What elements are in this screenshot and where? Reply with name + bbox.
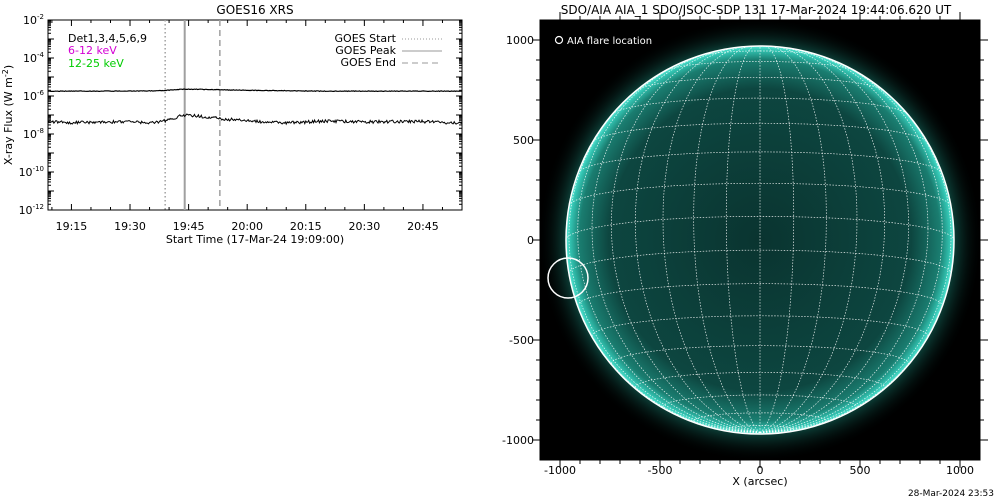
goes-y-tick-label: 10-10 bbox=[19, 165, 44, 179]
goes-y-tick-label: 10-6 bbox=[23, 89, 45, 103]
goes-x-tick-label: 20:00 bbox=[231, 220, 263, 233]
goes-y-axis-label: X-ray Flux (W m-2) bbox=[1, 65, 15, 165]
aia-grid-longitude-line bbox=[725, 45, 761, 433]
aia-grid-latitude-line bbox=[611, 97, 909, 115]
goes-series-line-1 bbox=[48, 88, 462, 93]
aia-grid-longitude-line bbox=[759, 46, 886, 433]
aia-limb-outline bbox=[565, 45, 955, 435]
goes-y-tick-exp: -6 bbox=[37, 89, 45, 97]
goes-y-tick-base: 10 bbox=[23, 128, 37, 141]
goes-x-tick-label: 19:15 bbox=[56, 220, 88, 233]
aia-grid-longitude-line bbox=[759, 45, 795, 433]
goes-y-tick-exp: -8 bbox=[37, 127, 44, 135]
legend-12-25kev: 12-25 keV bbox=[68, 57, 124, 70]
aia-x-tick-label: 1000 bbox=[946, 464, 974, 477]
aia-y-tick-label: 1000 bbox=[506, 34, 534, 47]
aia-grid-latitude-line bbox=[577, 151, 943, 173]
goes-y-tick-base: 10 bbox=[19, 204, 33, 217]
aia-grid-longitude-line bbox=[591, 49, 761, 433]
goes-y-tick-exp: -10 bbox=[33, 165, 44, 173]
goes-event-markers bbox=[164, 20, 221, 210]
aia-flare-location-circle bbox=[547, 257, 589, 299]
aia-x-tick-label: 500 bbox=[850, 464, 871, 477]
aia-flare-legend-text: AIA flare location bbox=[567, 36, 652, 47]
goes-y-tick-base: 10 bbox=[19, 166, 33, 179]
goes-y-tick-base: 10 bbox=[23, 52, 37, 65]
goes-x-tick-label: 19:45 bbox=[173, 220, 205, 233]
aia-y-tick-label: 0 bbox=[527, 234, 534, 247]
legend-detectors: Det1,3,4,5,6,9 bbox=[68, 32, 147, 45]
goes-y-tick-label: 10-4 bbox=[23, 51, 45, 65]
legend-goes-end: GOES End bbox=[340, 56, 396, 69]
goes-series-line-2 bbox=[48, 113, 462, 126]
goes-legend-left: Det1,3,4,5,6,9 6-12 keV 12-25 keV bbox=[68, 32, 147, 70]
goes-series-group bbox=[48, 88, 462, 126]
legend-goes-start: GOES Start bbox=[335, 32, 397, 45]
goes-x-axis-label: Start Time (17-Mar-24 19:09:00) bbox=[166, 233, 344, 246]
aia-x-tick-label: 0 bbox=[757, 464, 764, 477]
aia-heliographic-grid bbox=[565, 45, 955, 433]
aia-grid-longitude-line bbox=[577, 55, 761, 433]
aia-grid-latitude-line bbox=[693, 412, 827, 422]
goes-y-tick-base: 10 bbox=[23, 90, 37, 103]
goes-legend-right: GOES Start GOES Peak GOES End bbox=[335, 32, 442, 69]
aia-grid-longitude-line bbox=[759, 55, 943, 433]
goes-y-tick-label: 10-2 bbox=[23, 13, 44, 27]
goes-y-label-close: ) bbox=[2, 65, 15, 69]
aia-x-axis: -1000 -500 0 500 1000 bbox=[544, 12, 974, 477]
legend-goes-peak: GOES Peak bbox=[335, 44, 396, 57]
goes-y-tick-exp: -12 bbox=[33, 203, 44, 211]
goes-y-tick-label: 10-8 bbox=[23, 127, 44, 141]
aia-y-tick-label: -500 bbox=[509, 334, 534, 347]
goes-x-tick-label: 20:15 bbox=[290, 220, 322, 233]
aia-plot-title: SDO/AIA AIA_1 SDO/JSOC-SDP 131 17-Mar-20… bbox=[561, 3, 952, 17]
aia-y-tick-label: -1000 bbox=[502, 434, 534, 447]
footer-timestamp: 28-Mar-2024 23:53 bbox=[908, 489, 994, 499]
goes-x-tick-label: 19:30 bbox=[114, 220, 146, 233]
goes-x-tick-label: 20:30 bbox=[349, 220, 381, 233]
aia-grid-longitude-line bbox=[759, 45, 827, 433]
aia-grid-latitude-line bbox=[568, 182, 952, 206]
goes-plot-title: GOES16 XRS bbox=[216, 3, 293, 17]
goes-x-tick-label: 20:45 bbox=[407, 220, 439, 233]
aia-x-tick-label: -1000 bbox=[544, 464, 576, 477]
legend-6-12kev: 6-12 keV bbox=[68, 44, 117, 57]
aia-grid-longitude-line bbox=[693, 45, 761, 433]
goes-y-tick-base: 10 bbox=[23, 14, 37, 27]
aia-image-plot: SDO/AIA AIA_1 SDO/JSOC-SDP 131 17-Mar-20… bbox=[502, 3, 994, 499]
aia-grid-longitude-line bbox=[634, 46, 761, 433]
aia-y-tick-label: 500 bbox=[513, 134, 534, 147]
aia-y-axis: -1000 -500 0 500 1000 bbox=[502, 34, 988, 447]
aia-flare-legend-symbol bbox=[554, 35, 564, 45]
aia-grid-latitude-line bbox=[697, 50, 823, 57]
goes-y-label-sup: -2 bbox=[1, 69, 10, 77]
aia-x-tick-label: -500 bbox=[648, 464, 673, 477]
goes-y-label-main: X-ray Flux (W m bbox=[2, 77, 15, 165]
aia-grid-longitude-line bbox=[759, 46, 858, 433]
aia-grid-longitude-line bbox=[662, 46, 761, 433]
aia-grid-latitude-line bbox=[591, 315, 929, 337]
goes-x-axis: 19:15 19:30 19:45 20:00 20:15 20:30 20:45 bbox=[51, 20, 463, 233]
goes-y-tick-label: 10-12 bbox=[19, 203, 44, 217]
aia-x-axis-label: X (arcsec) bbox=[732, 475, 787, 488]
aia-grid-longitude-line bbox=[759, 49, 929, 433]
goes-y-tick-exp: -4 bbox=[37, 51, 45, 59]
goes-y-tick-exp: -2 bbox=[37, 13, 44, 21]
